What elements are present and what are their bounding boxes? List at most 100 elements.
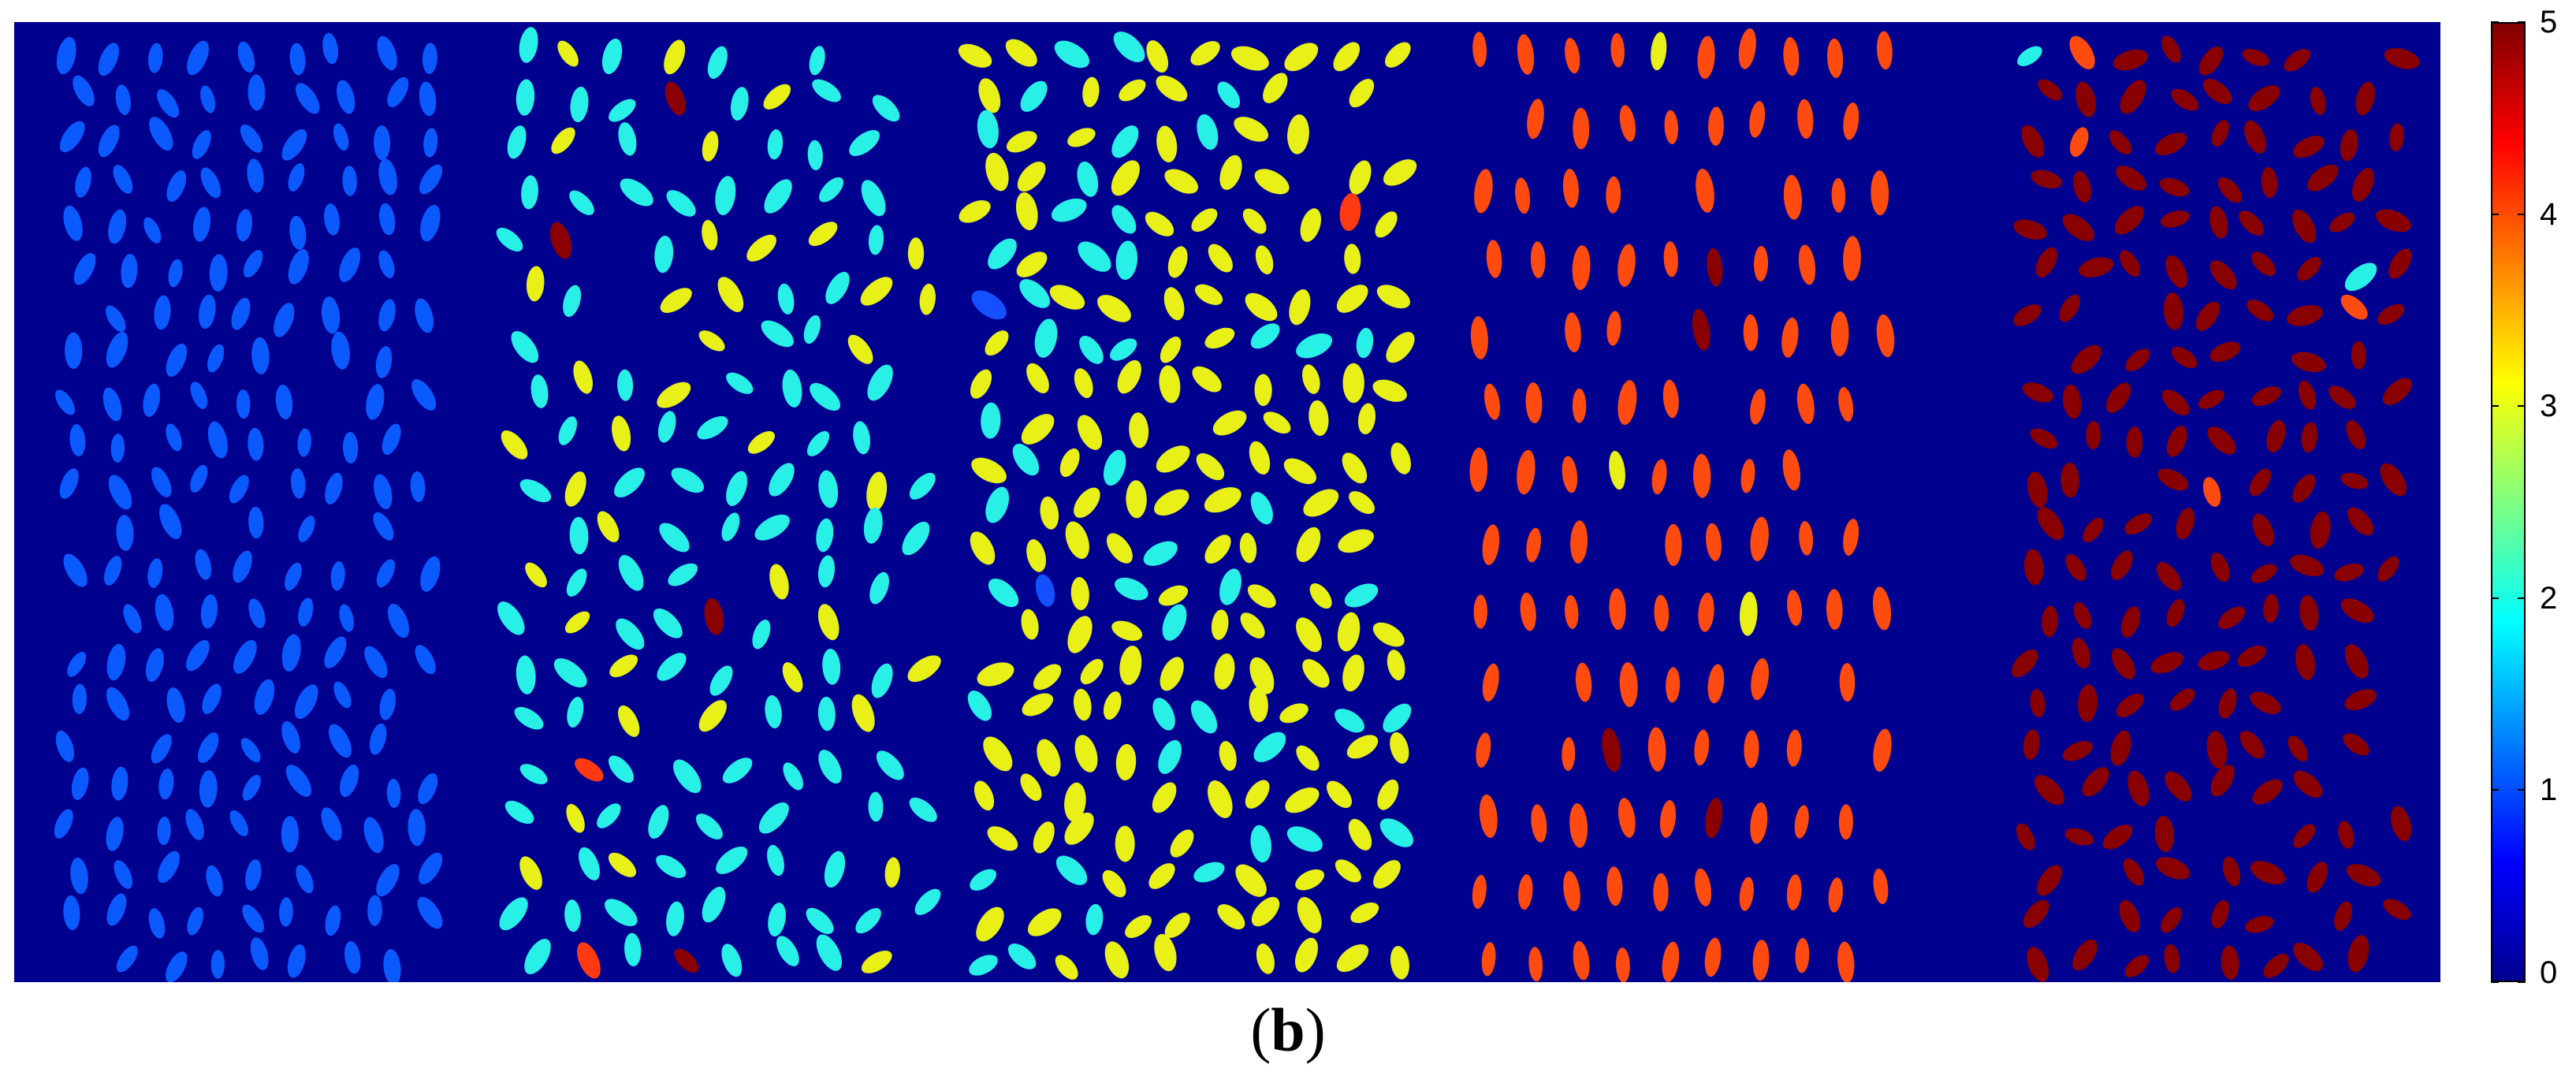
grain [1055, 855, 1088, 885]
grain [1335, 709, 1364, 733]
colorbar-tick-left [2491, 21, 2499, 23]
grain [1738, 28, 1756, 69]
grain [1193, 862, 1225, 883]
grain [1615, 947, 1630, 982]
grain [1696, 169, 1714, 213]
grain [288, 163, 305, 192]
grain [248, 598, 266, 629]
grain [1335, 859, 1361, 883]
grain [1074, 735, 1098, 772]
grain [1617, 798, 1636, 838]
panel-5 [2011, 35, 2420, 982]
grain [609, 99, 636, 122]
grain [1562, 456, 1578, 493]
grain [2388, 248, 2412, 279]
grain [1706, 523, 1722, 561]
grain [1067, 616, 1093, 653]
grain [245, 859, 262, 891]
grain [1698, 592, 1714, 632]
grain [2105, 382, 2131, 413]
grain [2293, 770, 2323, 798]
grain [340, 764, 359, 798]
grain [868, 791, 884, 822]
grain [2328, 385, 2356, 409]
grain [2017, 46, 2042, 66]
grain [618, 122, 637, 156]
grain [123, 604, 142, 634]
grain [1049, 285, 1085, 310]
grain [1481, 942, 1496, 977]
grain [511, 330, 539, 363]
grain [1617, 380, 1637, 426]
grain [324, 636, 347, 668]
grain [1379, 818, 1414, 847]
grain [976, 906, 1004, 942]
grain [1154, 489, 1189, 516]
grain [671, 467, 705, 493]
grain [2075, 81, 2096, 117]
grain [1103, 449, 1126, 486]
grain [333, 123, 349, 151]
grain [242, 775, 261, 801]
grain [1037, 739, 1061, 777]
grain [1517, 34, 1535, 75]
grain [657, 653, 687, 681]
grain [2011, 649, 2038, 678]
grain [722, 757, 753, 784]
grain [530, 374, 549, 408]
grain [716, 846, 748, 874]
grain [1111, 125, 1139, 158]
grain [2202, 477, 2221, 507]
grain [2252, 513, 2275, 547]
grain [1021, 609, 1039, 640]
grain [337, 80, 356, 114]
grain [1208, 244, 1233, 273]
grain [2072, 638, 2090, 669]
grain [376, 864, 400, 897]
grain [374, 474, 393, 510]
grain [1337, 612, 1361, 652]
grain [1473, 594, 1488, 629]
grain [1372, 622, 1405, 647]
grain [707, 46, 728, 79]
grain [2164, 944, 2180, 973]
grain [1744, 730, 1759, 769]
grain [1034, 318, 1058, 358]
panel-3 [958, 32, 1417, 980]
grain [2042, 605, 2058, 638]
grain [726, 471, 748, 506]
grain [2218, 688, 2237, 719]
grain [666, 901, 684, 936]
grain [1663, 241, 1678, 277]
grain [2340, 598, 2374, 623]
grain [209, 254, 228, 292]
grain [2156, 562, 2182, 591]
grain [2310, 87, 2326, 115]
grain [1152, 698, 1175, 731]
grain [285, 562, 302, 591]
grain [1750, 516, 1769, 562]
grain [333, 681, 352, 709]
grain [549, 221, 572, 259]
grain [1786, 729, 1802, 767]
grain [1085, 903, 1104, 936]
grain [1647, 727, 1666, 772]
grain [2220, 945, 2239, 980]
grain [1204, 534, 1231, 564]
grain [817, 696, 836, 731]
grain [970, 869, 997, 891]
grain [2243, 120, 2266, 154]
grain [236, 389, 251, 419]
grain [768, 903, 786, 937]
grain [154, 295, 171, 330]
grain [1346, 735, 1379, 759]
grain [321, 296, 341, 334]
grain [1333, 42, 1361, 72]
grain [2288, 735, 2308, 762]
grain [851, 694, 875, 732]
grain [2211, 899, 2229, 929]
grain [1129, 412, 1149, 449]
colorbar-tick-right [2518, 981, 2526, 983]
grain [654, 236, 674, 274]
grain [818, 470, 839, 508]
